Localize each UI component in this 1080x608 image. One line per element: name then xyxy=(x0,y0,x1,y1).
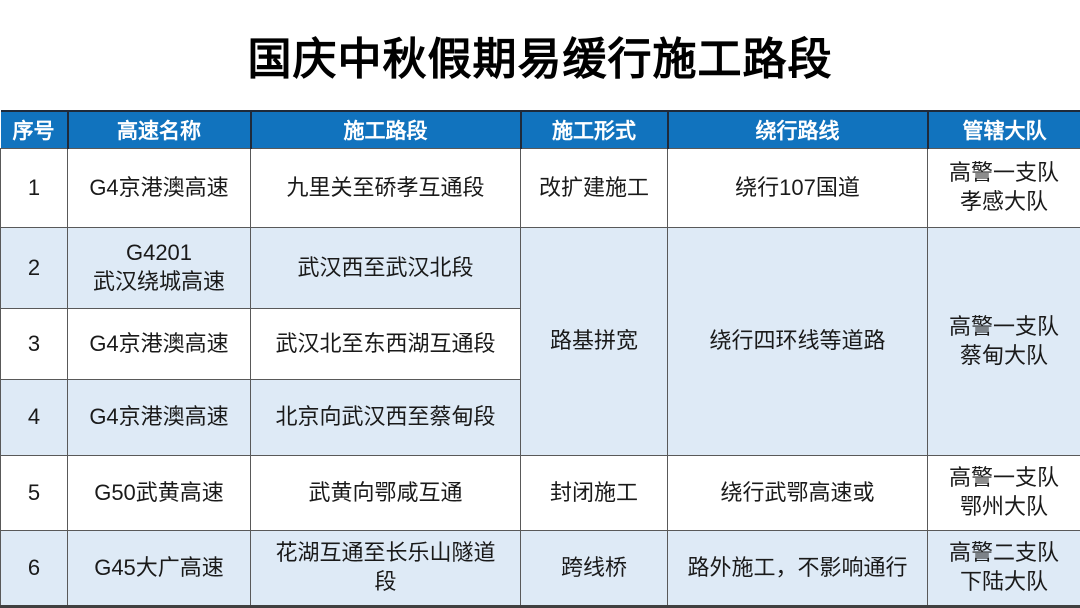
cell-section: 北京向武汉西至蔡甸段 xyxy=(250,379,521,456)
cell-section: 武汉西至武汉北段 xyxy=(250,227,521,309)
cell-detour-route-merged: 绕行四环线等道路 xyxy=(667,227,928,456)
col-header-highway-name: 高速名称 xyxy=(66,111,251,149)
cell-no: 5 xyxy=(0,455,68,531)
cell-brigade: 高警二支队 下陆大队 xyxy=(927,530,1080,607)
cell-detour-route: 绕行107国道 xyxy=(667,148,928,228)
cell-construction-type: 跨线桥 xyxy=(520,530,668,607)
cell-construction-type: 封闭施工 xyxy=(520,455,668,531)
table-row: 2 G4201 武汉绕城高速 武汉西至武汉北段 路基拼宽 绕行四环线等道路 高警… xyxy=(0,227,1080,456)
cell-no: 3 xyxy=(0,308,68,380)
cell-section: 花湖互通至长乐山隧道 段 xyxy=(250,530,521,607)
col-header-section: 施工路段 xyxy=(249,111,521,149)
cell-no: 4 xyxy=(0,379,68,456)
cell-section: 武汉北至东西湖互通段 xyxy=(250,308,521,380)
cell-highway-name: G4京港澳高速 xyxy=(67,379,251,456)
header-row: 序号 高速名称 施工路段 施工形式 绕行路线 管辖大队 xyxy=(0,111,1080,149)
cell-highway-name: G4京港澳高速 xyxy=(67,308,251,380)
table-row: 4 G4京港澳高速 北京向武汉西至蔡甸段 xyxy=(0,379,1080,456)
cell-brigade: 高警一支队 鄂州大队 xyxy=(927,455,1080,531)
cell-brigade-merged: 高警一支队 蔡甸大队 xyxy=(927,227,1080,456)
table-row: 6 G45大广高速 花湖互通至长乐山隧道 段 跨线桥 路外施工，不影响通行 高警… xyxy=(0,530,1080,607)
cell-section: 九里关至硚孝互通段 xyxy=(250,148,521,228)
cell-section: 武黄向鄂咸互通 xyxy=(250,455,521,531)
table-row: 5 G50武黄高速 武黄向鄂咸互通 封闭施工 绕行武鄂高速或 高警一支队 鄂州大… xyxy=(0,455,1080,531)
table-row: 1 G4京港澳高速 九里关至硚孝互通段 改扩建施工 绕行107国道 高警一支队 … xyxy=(0,148,1080,228)
col-header-detour-route: 绕行路线 xyxy=(666,111,928,149)
cell-detour-route: 绕行武鄂高速或 xyxy=(667,455,928,531)
construction-sections-table: 序号 高速名称 施工路段 施工形式 绕行路线 管辖大队 1 G4京港澳高速 九里… xyxy=(0,110,1080,608)
cell-highway-name: G4京港澳高速 xyxy=(67,148,251,228)
cell-no: 1 xyxy=(0,148,68,228)
page-title: 国庆中秋假期易缓行施工路段 xyxy=(247,35,833,84)
cell-construction-type-merged: 路基拼宽 xyxy=(520,227,668,456)
col-header-construction-type: 施工形式 xyxy=(519,111,668,149)
col-header-brigade: 管辖大队 xyxy=(926,111,1080,149)
cell-brigade: 高警一支队 孝感大队 xyxy=(927,148,1080,228)
cell-detour-route: 路外施工，不影响通行 xyxy=(667,530,928,607)
cell-highway-name: G50武黄高速 xyxy=(67,455,251,531)
cell-no: 2 xyxy=(0,227,68,309)
cell-no: 6 xyxy=(0,530,68,607)
col-header-no: 序号 xyxy=(0,111,68,149)
cell-construction-type: 改扩建施工 xyxy=(520,148,668,228)
cell-highway-name: G4201 武汉绕城高速 xyxy=(67,227,251,309)
table-row: 3 G4京港澳高速 武汉北至东西湖互通段 xyxy=(0,308,1080,380)
cell-highway-name: G45大广高速 xyxy=(67,530,251,607)
